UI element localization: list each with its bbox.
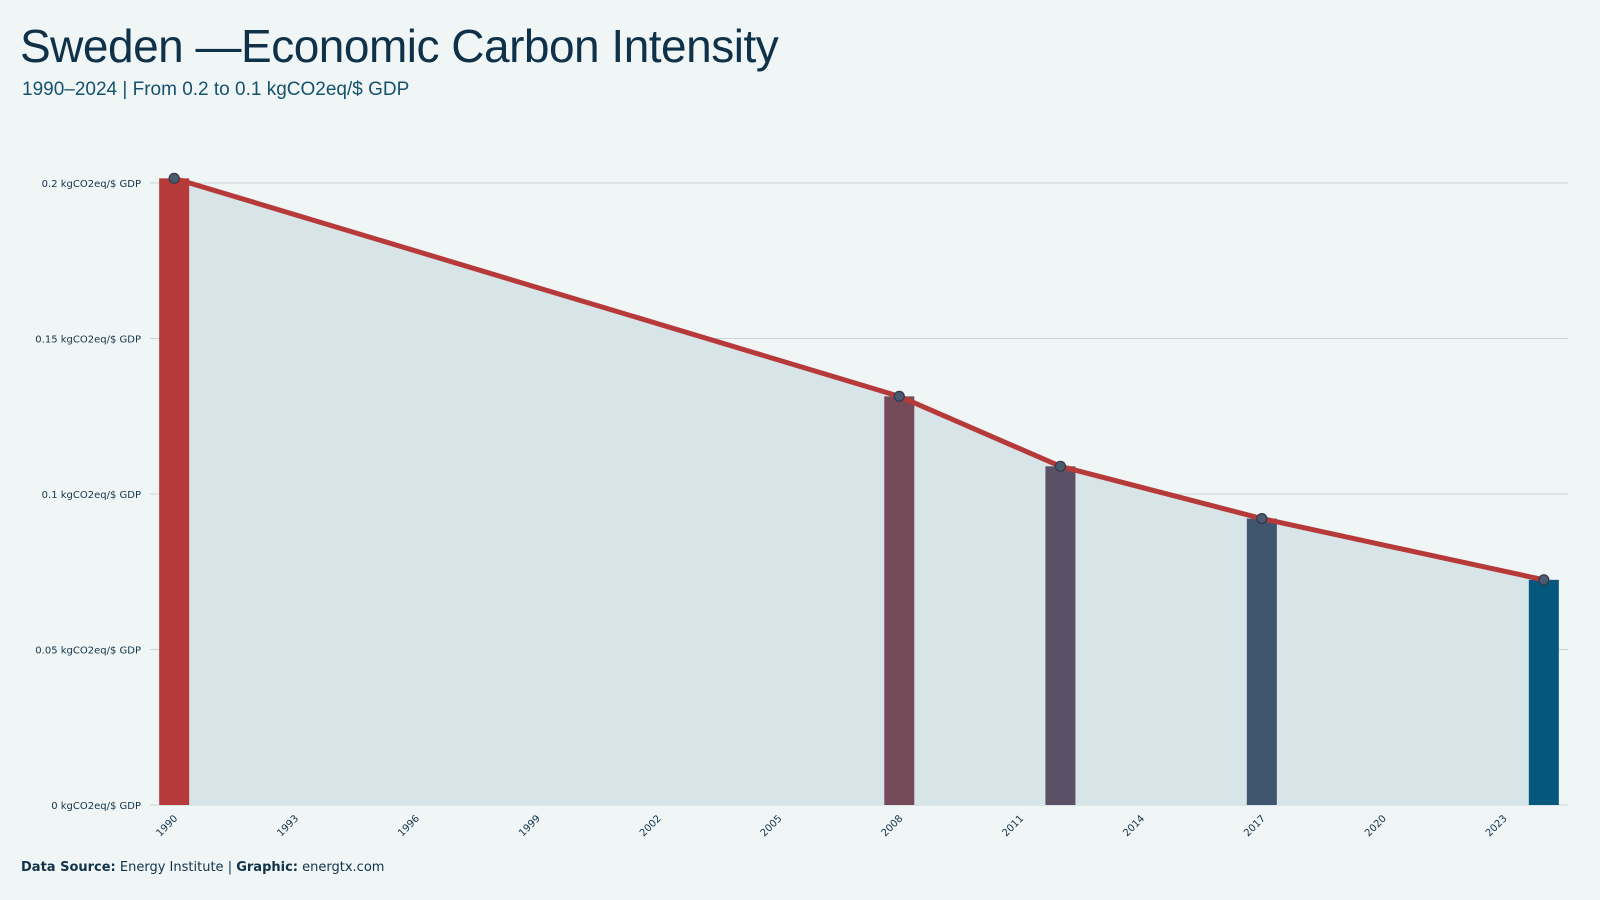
footer-separator: | (227, 860, 233, 875)
marker-2024 (1538, 574, 1550, 586)
area-fill (174, 178, 1544, 805)
bar-2008 (884, 396, 915, 805)
highlight-bars (159, 178, 1559, 805)
x-tick-label: 2020 (1363, 813, 1389, 839)
x-tick-label: 2011 (1000, 813, 1026, 839)
data-markers (168, 172, 1550, 586)
x-tick-label: 2008 (880, 813, 906, 839)
chart-title: Sweden —Economic Carbon Intensity (20, 20, 779, 72)
y-tick-label: 0.05 kgCO2eq/$ GDP (35, 646, 141, 657)
bar-2017 (1246, 518, 1277, 805)
graphic-label: Graphic: (236, 860, 298, 875)
x-tick-label: 2017 (1242, 813, 1268, 839)
x-tick-label: 1993 (275, 813, 301, 839)
data-source-label: Data Source: (21, 860, 116, 875)
x-tick-label: 2005 (759, 813, 785, 839)
x-tick-label: 1996 (396, 813, 422, 839)
y-tick-label: 0.15 kgCO2eq/$ GDP (35, 335, 141, 346)
x-axis-ticks: 1990 1993 1996 1999 2002 2005 2008 2011 2014 2017… (155, 813, 1510, 839)
footer-credits: Data Source: Energy Institute | Graphic:… (21, 860, 384, 875)
marker-2008 (893, 390, 905, 402)
bar-2012 (1045, 466, 1076, 805)
y-axis-ticks: 0 kgCO2eq/$ GDP 0.05 kgCO2eq/$ GDP 0.1 kgC… (35, 179, 141, 812)
data-source-value: Energy Institute (119, 860, 224, 875)
area-under-line (174, 178, 1544, 805)
marker-1990 (168, 172, 180, 184)
x-tick-label: 2002 (638, 813, 664, 839)
x-tick-label: 1999 (517, 813, 543, 839)
marker-2012 (1054, 460, 1067, 472)
y-tick-label: 0.2 kgCO2eq/$ GDP (42, 179, 141, 190)
chart-subtitle: 1990–2024 | From 0.2 to 0.1 kgCO2eq/$ GD… (22, 79, 410, 100)
x-tick-label: 1990 (155, 813, 181, 839)
marker-2017 (1256, 512, 1268, 525)
x-tick-label: 2023 (1484, 813, 1510, 839)
x-tick-label: 2014 (1121, 813, 1147, 839)
y-tick-label: 0.1 kgCO2eq/$ GDP (42, 490, 141, 501)
graphic-value: energtx.com (302, 860, 385, 875)
y-tick-label: 0 kgCO2eq/$ GDP (51, 801, 141, 812)
bar-2024 (1528, 579, 1559, 805)
bar-1990 (159, 178, 190, 805)
